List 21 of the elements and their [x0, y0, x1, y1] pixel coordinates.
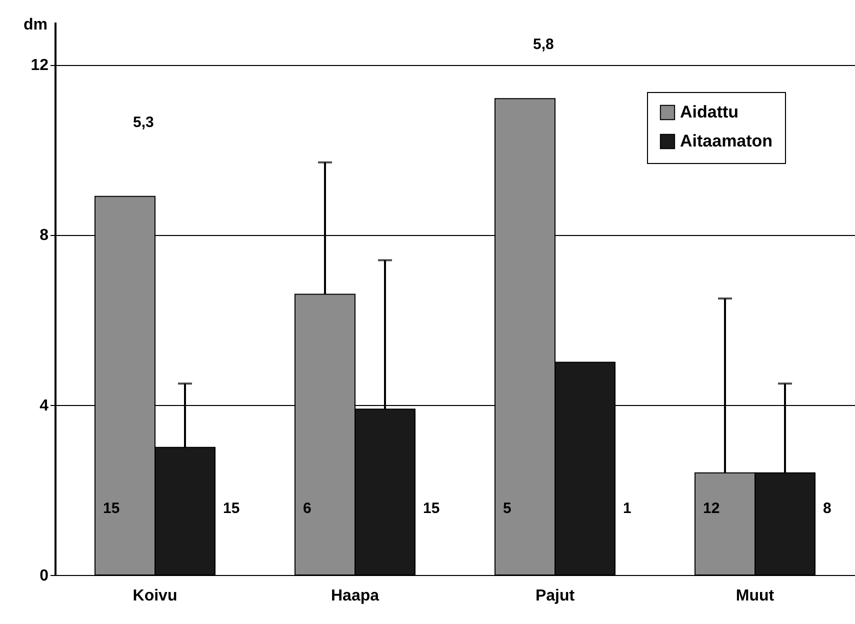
- annotation: 15: [223, 500, 240, 517]
- x-tick-label: Haapa: [330, 588, 380, 604]
- y-tick-label: 4: [40, 397, 49, 414]
- annotation: 15: [423, 500, 440, 517]
- y-tick-label: 12: [30, 57, 49, 74]
- y-tick-label: 0: [40, 568, 49, 584]
- annotation: 12: [703, 500, 720, 517]
- annotation: 8: [823, 500, 832, 517]
- y-axis-title: dm: [24, 16, 48, 34]
- y-tick-label: 8: [40, 227, 49, 244]
- annotation: 5,3: [133, 114, 154, 131]
- x-tick-label: Koivu: [132, 588, 178, 604]
- annotation: 6: [303, 500, 312, 517]
- x-tick-label: Muut: [736, 588, 775, 604]
- annotation: 1: [623, 500, 632, 517]
- annotation: 15: [103, 500, 120, 517]
- legend-label: Aitaamaton: [680, 132, 773, 150]
- x-tick-label: Pajut: [535, 588, 576, 604]
- legend-label: Aidattu: [680, 102, 739, 122]
- annotation: 5,8: [533, 36, 554, 53]
- annotation: 5: [503, 500, 512, 517]
